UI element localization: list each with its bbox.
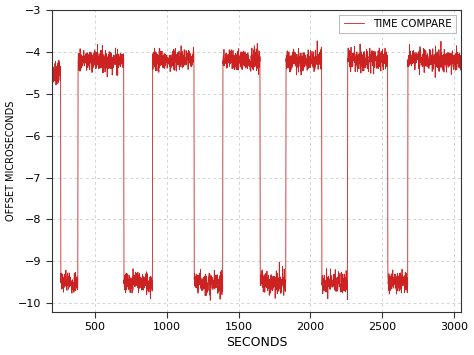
TIME COMPARE [458, 59, 464, 64]
TIME COMPARE [49, 61, 55, 65]
Line: TIME COMPARE: TIME COMPARE [52, 41, 461, 300]
TIME COMPARE [59, 286, 64, 290]
TIME COMPARE [264, 289, 270, 293]
TIME COMPARE [208, 298, 213, 302]
Legend: TIME COMPARE: TIME COMPARE [339, 15, 456, 33]
TIME COMPARE [106, 62, 111, 67]
Y-axis label: OFFSET MICROSECONDS: OFFSET MICROSECONDS [6, 100, 16, 221]
TIME COMPARE [218, 276, 223, 280]
X-axis label: SECONDS: SECONDS [226, 337, 287, 349]
TIME COMPARE [314, 39, 320, 43]
TIME COMPARE [62, 277, 68, 281]
TIME COMPARE [357, 42, 363, 46]
